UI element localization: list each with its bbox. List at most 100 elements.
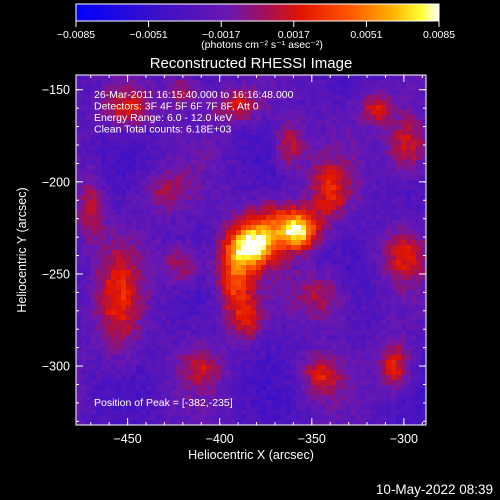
heatmap-cell [256, 135, 262, 141]
heatmap-cell [251, 350, 257, 356]
heatmap-cell [411, 245, 417, 251]
heatmap-cell [211, 380, 217, 386]
heatmap-cell [411, 110, 417, 116]
heatmap-cell [286, 220, 292, 226]
heatmap-cell [111, 400, 117, 406]
heatmap-cell [326, 180, 332, 186]
heatmap-cell [411, 115, 417, 121]
heatmap-cell [111, 90, 117, 96]
heatmap-cell [271, 215, 277, 221]
heatmap-cell [126, 115, 132, 121]
heatmap-cell [196, 380, 202, 386]
heatmap-cell [351, 115, 357, 121]
heatmap-cell [131, 360, 137, 366]
heatmap-cell [376, 320, 382, 326]
heatmap-cell [306, 175, 312, 181]
heatmap-cell [81, 385, 87, 391]
heatmap-cell [346, 385, 352, 391]
heatmap-cell [341, 255, 347, 261]
heatmap-cell [411, 130, 417, 136]
heatmap-cell [281, 195, 287, 201]
heatmap-cell [351, 325, 357, 331]
heatmap-cell [411, 85, 417, 91]
heatmap-cell [286, 375, 292, 381]
heatmap-cell [261, 135, 267, 141]
heatmap-cell [121, 165, 127, 171]
heatmap-cell [221, 220, 227, 226]
heatmap-cell [331, 360, 337, 366]
heatmap-cell [341, 80, 347, 86]
heatmap-cell [81, 170, 87, 176]
heatmap-cell [326, 240, 332, 246]
heatmap-cell [341, 390, 347, 396]
heatmap-cell [166, 115, 172, 121]
heatmap-cell [161, 320, 167, 326]
heatmap-cell [231, 415, 237, 421]
heatmap-cell [161, 305, 167, 311]
heatmap-cell [276, 290, 282, 296]
heatmap-cell [101, 350, 107, 356]
heatmap-cell [186, 200, 192, 206]
heatmap-cell [226, 185, 232, 191]
heatmap-cell [331, 325, 337, 331]
heatmap-cell [331, 170, 337, 176]
heatmap-cell [81, 145, 87, 151]
heatmap-cell [216, 290, 222, 296]
heatmap-cell [186, 180, 192, 186]
heatmap-cell [156, 175, 162, 181]
heatmap-cell [101, 405, 107, 411]
heatmap-cell [211, 155, 217, 161]
heatmap-cell [201, 410, 207, 416]
heatmap-cell [241, 105, 247, 111]
heatmap-cell [116, 305, 122, 311]
heatmap-cell [321, 205, 327, 211]
heatmap-cell [391, 290, 397, 296]
heatmap-cell [301, 205, 307, 211]
heatmap-cell [76, 150, 82, 156]
heatmap-cell [401, 345, 407, 351]
heatmap-cell [331, 390, 337, 396]
heatmap-cell [316, 290, 322, 296]
heatmap-cell [301, 175, 307, 181]
heatmap-cell [121, 395, 127, 401]
heatmap-cell [266, 280, 272, 286]
heatmap-cell [261, 160, 267, 166]
heatmap-cell [206, 235, 212, 241]
heatmap-cell [111, 340, 117, 346]
heatmap-cell [421, 415, 426, 421]
heatmap-cell [251, 95, 257, 101]
heatmap-cell [161, 220, 167, 226]
heatmap-cell [146, 205, 152, 211]
heatmap-cell [181, 210, 187, 216]
heatmap-cell [416, 250, 422, 256]
heatmap-cell [96, 320, 102, 326]
heatmap-cell [351, 330, 357, 336]
heatmap-cell [236, 295, 242, 301]
heatmap-cell [266, 285, 272, 291]
heatmap-cell [91, 120, 97, 126]
heatmap-cell [96, 80, 102, 86]
heatmap-cell [291, 365, 297, 371]
heatmap-cell [176, 265, 182, 271]
heatmap-cell [236, 265, 242, 271]
heatmap-cell [146, 80, 152, 86]
heatmap-cell [261, 270, 267, 276]
heatmap-cell [216, 340, 222, 346]
heatmap-cell [231, 110, 237, 116]
heatmap-cell [161, 325, 167, 331]
heatmap-cell [311, 110, 317, 116]
heatmap-cell [76, 205, 82, 211]
heatmap-cell [176, 95, 182, 101]
heatmap-cell [346, 130, 352, 136]
heatmap-cell [211, 170, 217, 176]
heatmap-cell [316, 235, 322, 241]
heatmap-cell [346, 80, 352, 86]
heatmap-cell [391, 285, 397, 291]
heatmap-cell [376, 240, 382, 246]
heatmap-cell [341, 90, 347, 96]
heatmap-cell [151, 145, 157, 151]
heatmap-cell [96, 300, 102, 306]
heatmap-cell [101, 215, 107, 221]
heatmap-cell [401, 85, 407, 91]
heatmap-cell [266, 320, 272, 326]
